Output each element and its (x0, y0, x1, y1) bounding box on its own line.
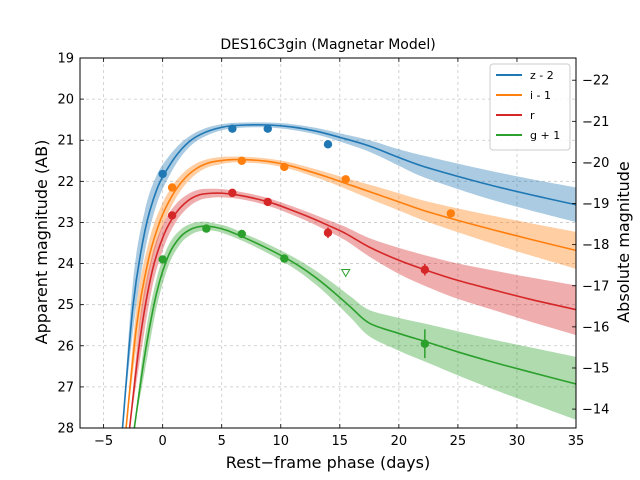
x-tick-label: 30 (509, 434, 526, 449)
x-tick-label: 35 (568, 434, 585, 449)
y-axis-label: Apparent magnitude (AB) (32, 140, 51, 345)
model-line-3 (128, 192, 576, 428)
y-tick-label: 25 (57, 298, 74, 313)
x-tick-label: 15 (332, 434, 349, 449)
model-uncertainty-bands (122, 122, 576, 428)
y-tick-label: 28 (57, 422, 74, 437)
right-y-axis-label: Absolute magnitude (614, 161, 633, 323)
upper-limit-marker (340, 269, 351, 278)
model-line-1 (121, 124, 576, 428)
data-point (202, 224, 211, 233)
x-tick-label: −5 (94, 434, 113, 449)
model-lines (121, 124, 576, 428)
data-point (420, 339, 430, 348)
data-point (167, 183, 177, 192)
legend-label-2: i - 1 (530, 89, 551, 102)
data-point (228, 188, 237, 198)
data-point (323, 140, 333, 149)
right-y-axis-ticks: −22 −21 −20 −19 −18 −17 −16 −15 −14 (572, 74, 609, 418)
x-tick-label: 0 (159, 434, 167, 449)
y-tick-label: 21 (57, 134, 74, 149)
data-point (228, 124, 237, 133)
data-point (323, 228, 333, 237)
x-axis-ticks: −5 0 5 10 15 20 25 30 35 (94, 58, 584, 449)
model-band-2 (126, 156, 576, 428)
x-tick-label: 5 (218, 434, 226, 449)
x-tick-label: 20 (391, 434, 408, 449)
data-point (280, 254, 289, 263)
right-y-tick-label: −14 (582, 403, 609, 418)
data-point (263, 124, 272, 133)
data-point (280, 162, 289, 172)
legend-label-4: g + 1 (530, 129, 560, 142)
y-tick-label: 22 (57, 175, 74, 190)
model-line-2 (125, 158, 576, 428)
right-y-tick-label: −15 (582, 361, 609, 376)
right-y-tick-label: −19 (582, 197, 609, 212)
legend-label-3: r (530, 109, 535, 122)
data-point (158, 169, 167, 179)
y-axis-ticks: 19 20 21 22 23 24 25 26 27 28 (57, 52, 84, 437)
x-tick-label: 25 (450, 434, 467, 449)
y-tick-label: 24 (57, 257, 74, 272)
right-y-tick-label: −21 (582, 115, 609, 130)
legend-box (489, 63, 571, 151)
data-points (158, 124, 456, 359)
data-point (341, 175, 350, 184)
plot-frame (79, 57, 577, 429)
y-tick-label: 19 (57, 52, 74, 67)
y-tick-label: 27 (57, 380, 74, 395)
x-axis-label: Rest−frame phase (days) (226, 453, 430, 472)
right-y-tick-label: −17 (582, 279, 609, 294)
right-y-tick-label: −20 (582, 156, 609, 171)
legend: z - 2 i - 1 r g + 1 (489, 63, 571, 151)
model-line-4 (133, 225, 576, 428)
data-point (237, 156, 246, 165)
right-y-tick-label: −22 (582, 74, 609, 89)
data-point (446, 209, 456, 218)
data-point (237, 229, 246, 239)
chart-title: DES16C3gin (Magnetar Model) (220, 37, 435, 53)
model-band-4 (134, 221, 576, 428)
legend-label-1: z - 2 (530, 69, 554, 82)
right-y-tick-label: −16 (582, 320, 609, 335)
data-point (158, 255, 167, 264)
y-tick-label: 26 (57, 339, 74, 354)
right-y-tick-label: −18 (582, 238, 609, 253)
data-point (263, 197, 272, 207)
y-tick-label: 23 (57, 216, 74, 231)
y-tick-label: 20 (57, 93, 74, 108)
x-tick-label: 10 (272, 434, 289, 449)
data-point (420, 265, 430, 274)
data-point (167, 211, 177, 220)
